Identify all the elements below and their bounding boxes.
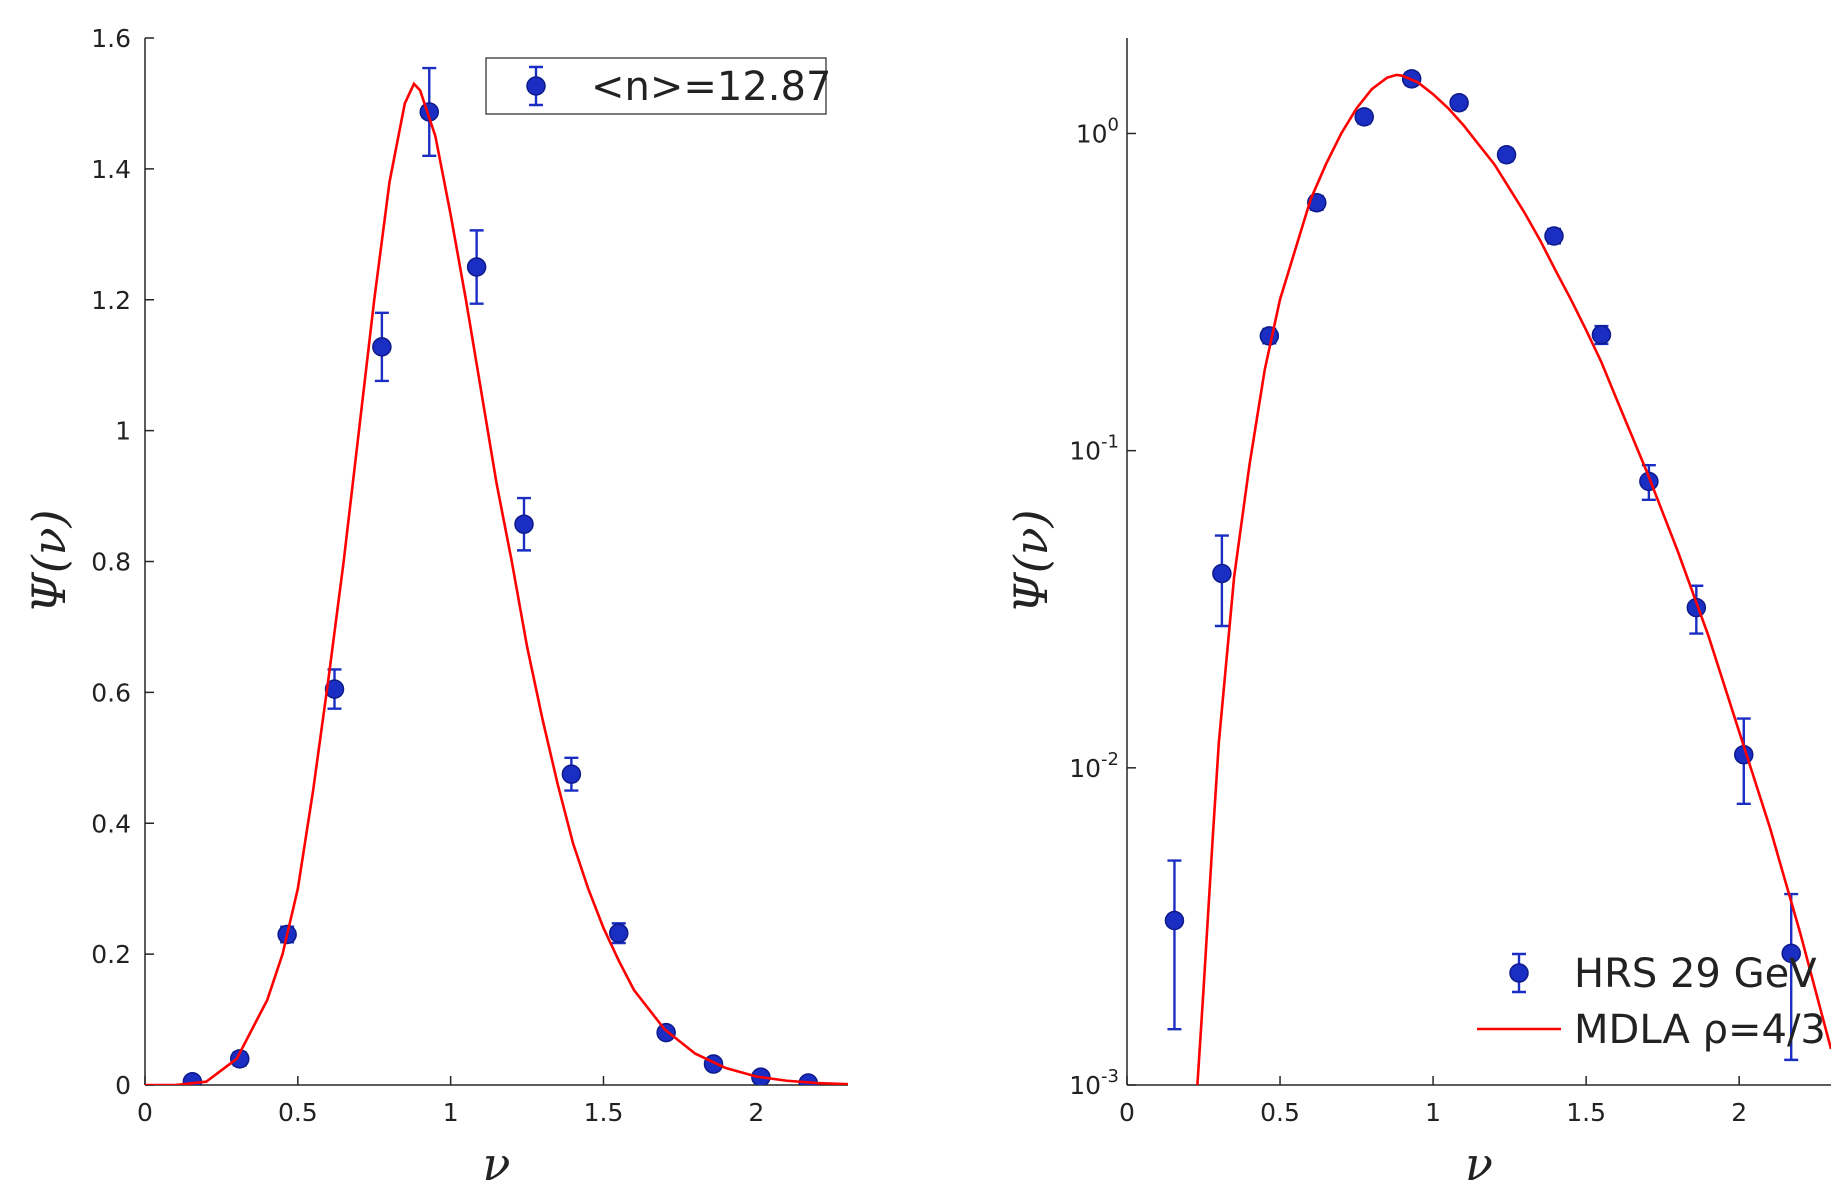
- x-tick-label: 2: [748, 1098, 764, 1127]
- x-tick-label: 1.5: [584, 1098, 624, 1127]
- plot-area: [145, 66, 848, 1085]
- data-point: [1496, 144, 1517, 165]
- legend-label: MDLA ρ=4/3: [1574, 1007, 1826, 1053]
- x-tick-label: 1: [443, 1098, 459, 1127]
- data-point: [609, 923, 629, 943]
- x-tick-label: 0: [137, 1098, 153, 1127]
- x-tick-label: 0.5: [278, 1098, 318, 1127]
- error-bar: [1784, 892, 1799, 1062]
- error-bar: [1167, 859, 1182, 1031]
- y-axis-label: Ψ(ν): [1004, 509, 1058, 613]
- data-point: [372, 337, 392, 357]
- curve: [1196, 73, 1831, 1085]
- data-point: [1544, 226, 1564, 246]
- data-point: [656, 1022, 676, 1043]
- x-tick-label: 0.5: [1260, 1098, 1300, 1127]
- data-point: [324, 679, 345, 699]
- legend-marker: [1509, 963, 1529, 983]
- x-axis-label: ν: [1465, 1137, 1493, 1191]
- data-point: [1781, 943, 1801, 964]
- y-tick-label: 0.2: [91, 940, 131, 969]
- x-tick-label: 0: [1119, 1098, 1135, 1127]
- x-tick-label: 2: [1731, 1098, 1747, 1127]
- data-point: [561, 764, 582, 784]
- data-point: [1259, 326, 1280, 346]
- data-point: [230, 1049, 250, 1069]
- y-tick-label: 0.8: [91, 548, 131, 577]
- y-tick-label: 10-3: [1069, 1066, 1119, 1100]
- y-tick-label: 1: [115, 417, 131, 446]
- legend-label: <n>=12.87: [591, 64, 831, 110]
- legend: <n>=12.87: [485, 57, 831, 115]
- data-point: [1591, 324, 1612, 345]
- error-bar-line: [1784, 892, 1799, 1062]
- legend-marker: [526, 76, 546, 96]
- data-point: [1449, 92, 1469, 113]
- y-tick-label: 100: [1076, 114, 1119, 148]
- x-axis-label: ν: [483, 1137, 511, 1191]
- x-tick-label: 1.5: [1566, 1098, 1606, 1127]
- error-bar-line: [1167, 859, 1182, 1031]
- curve: [145, 81, 848, 1085]
- x-tick-label: 1: [1425, 1098, 1441, 1127]
- plot-area: [1164, 69, 1831, 1085]
- data-point: [1212, 563, 1232, 584]
- y-tick-label: 0: [115, 1071, 131, 1100]
- legend: HRS 29 GeV MDLA ρ=4/3: [1477, 951, 1826, 1053]
- chart: 0 0.5 1 1.5 2 0 0.2 0.4 0.6 0.8 1 1.2 1.4 1.6 ν Ψ(ν) <n>…: [22, 24, 848, 1191]
- y-tick-label: 10-2: [1069, 749, 1119, 783]
- data-point: [1354, 107, 1374, 127]
- y-tick-label: 1.4: [91, 155, 131, 184]
- y-tick-label: 10-1: [1069, 432, 1119, 466]
- data-point: [466, 257, 487, 277]
- legend-label: HRS 29 GeV: [1574, 951, 1817, 997]
- y-tick-label: 0.6: [91, 678, 131, 707]
- data-point: [514, 514, 534, 534]
- y-tick-label: 0.4: [91, 809, 131, 838]
- y-tick-label: 1.6: [91, 24, 131, 53]
- data-point: [1164, 910, 1185, 931]
- chart: 0 0.5 1 1.5 2 10-3 10-2 10-1 100 ν Ψ(ν) HRS 29 GeV M…: [1004, 38, 1831, 1191]
- y-tick-label: 1.2: [91, 286, 131, 315]
- y-axis-label: Ψ(ν): [22, 509, 76, 613]
